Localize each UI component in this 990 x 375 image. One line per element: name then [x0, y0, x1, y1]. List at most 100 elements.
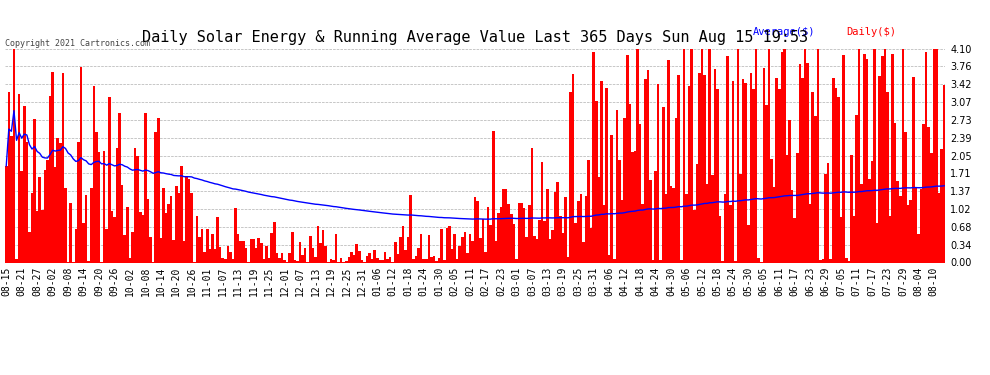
Bar — [780, 52, 783, 262]
Bar — [64, 188, 66, 262]
Bar — [98, 152, 100, 262]
Bar — [333, 260, 335, 262]
Bar — [936, 49, 938, 262]
Bar — [732, 81, 735, 262]
Bar — [744, 83, 747, 262]
Bar — [595, 101, 598, 262]
Bar — [616, 110, 618, 262]
Bar — [92, 86, 95, 262]
Bar — [384, 252, 386, 262]
Bar — [288, 253, 291, 262]
Bar — [209, 249, 211, 262]
Bar — [495, 242, 497, 262]
Bar — [113, 216, 116, 262]
Bar — [825, 174, 827, 262]
Bar — [474, 197, 476, 262]
Bar — [280, 252, 283, 262]
Bar — [621, 200, 624, 262]
Bar — [154, 132, 157, 262]
Bar — [842, 55, 844, 262]
Bar — [850, 155, 852, 262]
Bar — [536, 239, 539, 262]
Bar — [654, 171, 656, 262]
Bar — [386, 259, 389, 262]
Bar — [18, 94, 21, 262]
Bar — [430, 258, 433, 262]
Bar — [683, 50, 685, 262]
Bar — [754, 50, 757, 262]
Bar — [51, 72, 53, 262]
Bar — [85, 195, 87, 262]
Bar — [291, 232, 294, 262]
Bar — [257, 238, 260, 262]
Bar — [487, 207, 489, 262]
Bar — [265, 246, 267, 262]
Bar — [347, 257, 350, 262]
Bar — [309, 236, 312, 262]
Bar — [106, 229, 108, 262]
Bar — [500, 207, 502, 262]
Bar — [891, 54, 894, 262]
Bar — [822, 259, 825, 262]
Bar — [572, 74, 574, 262]
Bar — [103, 151, 106, 262]
Bar — [618, 160, 621, 262]
Bar — [801, 78, 804, 262]
Bar — [907, 206, 910, 262]
Bar — [809, 204, 812, 262]
Bar — [646, 69, 649, 262]
Bar — [301, 255, 304, 262]
Bar — [471, 241, 474, 262]
Bar — [876, 223, 878, 262]
Bar — [711, 175, 714, 262]
Bar — [330, 259, 333, 262]
Bar — [172, 240, 175, 262]
Bar — [175, 186, 177, 262]
Bar — [528, 204, 531, 262]
Bar — [886, 92, 889, 262]
Bar — [871, 161, 873, 262]
Bar — [566, 258, 569, 262]
Bar — [544, 221, 546, 262]
Bar — [502, 189, 505, 262]
Bar — [868, 179, 871, 262]
Bar — [39, 177, 41, 262]
Bar — [335, 234, 338, 262]
Bar — [884, 49, 886, 262]
Bar — [304, 248, 307, 262]
Text: Copyright 2021 Cartronics.com: Copyright 2021 Cartronics.com — [5, 39, 149, 48]
Bar — [183, 241, 185, 262]
Bar — [381, 260, 384, 262]
Bar — [878, 76, 881, 262]
Bar — [577, 201, 579, 262]
Bar — [835, 88, 838, 262]
Bar — [546, 189, 548, 262]
Bar — [747, 225, 749, 262]
Bar — [513, 224, 515, 262]
Bar — [838, 97, 840, 262]
Bar — [407, 237, 410, 262]
Bar — [701, 49, 703, 262]
Bar — [714, 69, 716, 262]
Bar — [262, 259, 265, 262]
Bar — [817, 49, 819, 262]
Bar — [214, 249, 216, 262]
Bar — [410, 195, 412, 262]
Bar — [425, 259, 428, 262]
Bar — [582, 242, 585, 262]
Bar — [770, 159, 773, 262]
Bar — [74, 229, 77, 262]
Bar — [438, 258, 441, 262]
Bar — [737, 49, 740, 262]
Bar — [722, 261, 724, 262]
Bar — [587, 160, 590, 262]
Bar — [644, 79, 646, 262]
Bar — [585, 196, 587, 262]
Bar — [90, 188, 92, 262]
Bar — [752, 89, 754, 262]
Bar — [855, 115, 858, 262]
Bar — [132, 232, 134, 262]
Bar — [59, 142, 61, 262]
Bar — [13, 49, 15, 262]
Bar — [111, 211, 113, 262]
